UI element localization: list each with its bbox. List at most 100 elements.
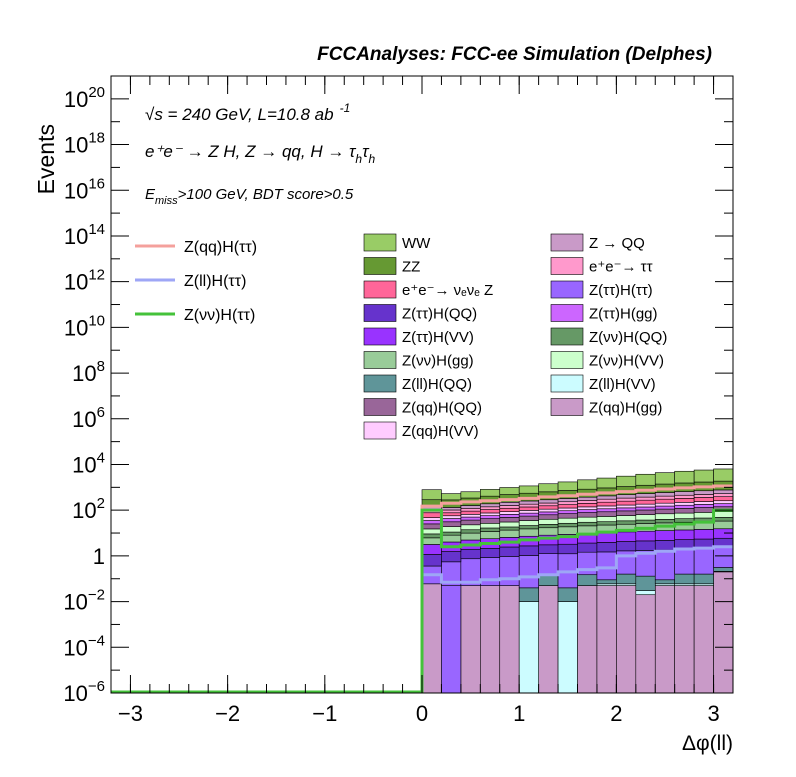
- stack-bar-17-0: [422, 490, 441, 500]
- stack-bar-11-11: [636, 507, 655, 510]
- stack-bar-9-7: [558, 518, 577, 523]
- stack-bar-8-1: [441, 532, 460, 535]
- legend-signal-label: Z(ll)H(ττ): [184, 273, 246, 290]
- y-tick-base: 10: [72, 452, 96, 477]
- stack-bar-4-3: [480, 558, 499, 586]
- stack-bar-11-3: [480, 516, 499, 519]
- stack-bar-15-3: [480, 504, 499, 507]
- stack-bar-0-2: [461, 586, 480, 693]
- stack-bar-10-14: [694, 508, 713, 513]
- stack-bar-7-7: [558, 527, 577, 535]
- legend-bkg-label: Z(νν)H(gg): [402, 353, 474, 370]
- y-tick-base: 10: [64, 315, 88, 340]
- stack-bar-12-11: [636, 504, 655, 507]
- stack-bar-0-11: [636, 595, 655, 693]
- stack-bar-9-2: [461, 525, 480, 530]
- x-tick-label: −2: [215, 701, 240, 726]
- stack-bar-12-9: [597, 506, 616, 509]
- stack-bar-17-7: [558, 482, 577, 491]
- y-axis-label: Events: [33, 124, 59, 194]
- stack-bar-9-3: [480, 523, 499, 528]
- stack-bar-17-10: [616, 476, 635, 486]
- stack-bar-14-3: [480, 507, 499, 510]
- legend-bkg-label: Z(ττ)H(gg): [589, 306, 658, 323]
- legend-bkg-swatch: [551, 352, 583, 369]
- stack-bar-6-0: [422, 544, 441, 554]
- stack-bar-4-13: [675, 549, 694, 574]
- stack-bar-1-5: [519, 602, 538, 693]
- x-tick-label: −1: [312, 701, 337, 726]
- stack-bar-17-6: [539, 484, 558, 492]
- y-tick-exponent: 16: [88, 175, 105, 192]
- stack-bar-14-1: [441, 510, 460, 513]
- stack-bar-7-0: [422, 538, 441, 545]
- y-tick-base: 10: [64, 224, 88, 249]
- stack-bar-3-13: [675, 574, 694, 584]
- stack-bar-3-7: [558, 588, 577, 602]
- legend-bkg-label: Z(qq)H(QQ): [402, 400, 482, 417]
- stack-bar-17-11: [636, 474, 655, 485]
- stack-bar-6-9: [597, 533, 616, 543]
- stack-bar-13-2: [461, 511, 480, 514]
- y-tick-base: 10: [63, 681, 87, 706]
- stack-bar-10-10: [616, 511, 635, 516]
- stack-bar-14-12: [655, 496, 674, 499]
- y-tick-exponent: 8: [97, 358, 105, 375]
- legend-bkg-swatch: [364, 305, 396, 322]
- stack-bar-6-13: [675, 530, 694, 540]
- legend-bkg-label: Z(νν)H(QQ): [589, 329, 667, 346]
- legend-bkg-swatch: [551, 234, 583, 251]
- y-tick-exponent: −6: [88, 678, 105, 695]
- stack-bar-11-8: [578, 510, 597, 513]
- x-tick-label: −3: [118, 701, 143, 726]
- legend-bkg-swatch: [364, 399, 396, 416]
- stack-bar-9-4: [500, 522, 519, 527]
- stack-bar-13-9: [597, 502, 616, 506]
- stack-bar-5-11: [636, 541, 655, 551]
- stack-bar-15-11: [636, 494, 655, 498]
- y-tick-base: 10: [63, 635, 87, 660]
- stack-bar-11-4: [500, 514, 519, 517]
- stack-bar-15-9: [597, 496, 616, 499]
- stack-bar-17-3: [480, 489, 499, 496]
- legend-bkg-label: e⁺e⁻→ νₑνₑ Z: [402, 282, 493, 299]
- stack-bar-5-5: [519, 546, 538, 556]
- stack-bar-14-4: [500, 505, 519, 508]
- stack-bar-11-12: [655, 506, 674, 509]
- stack-bar-13-5: [519, 507, 538, 510]
- stack-bar-7-4: [500, 530, 519, 537]
- legend-bkg-swatch: [364, 281, 396, 298]
- stack-bar-11-14: [694, 504, 713, 507]
- stack-bar-5-2: [461, 549, 480, 558]
- stack-bar-4-9: [597, 552, 616, 580]
- x-tick-label: 1: [513, 701, 525, 726]
- stack-bar-8-5: [519, 526, 538, 529]
- legend-bkg-swatch: [364, 258, 396, 275]
- legend-bkg-swatch: [364, 328, 396, 345]
- stack-bar-14-14: [694, 494, 713, 497]
- stack-bar-15-6: [539, 500, 558, 503]
- stack-bar-5-7: [558, 544, 577, 554]
- stack-bar-17-13: [675, 471, 694, 483]
- stack-bar-14-7: [558, 502, 577, 505]
- legend-bkg-swatch: [551, 399, 583, 416]
- legend-bkg-swatch: [364, 234, 396, 251]
- stack-bar-15-1: [441, 507, 460, 510]
- y-tick-exponent: 6: [97, 404, 105, 421]
- stack-bar-10-4: [500, 517, 519, 522]
- stack-bar-9-10: [616, 516, 635, 521]
- stack-bar-4-4: [500, 556, 519, 585]
- selection-tail: >100 GeV, BDT score>0.5: [178, 186, 354, 203]
- stack-bar-9-9: [597, 516, 616, 521]
- stack-bar-3-11: [636, 576, 655, 591]
- stack-bar-7-1: [441, 535, 460, 542]
- stack-bar-12-10: [616, 505, 635, 508]
- y-tick-exponent: 18: [88, 130, 105, 147]
- stack-bar-3-12: [655, 580, 674, 584]
- stack-bar-5-0: [422, 554, 441, 566]
- stack-bar-17-9: [597, 478, 616, 488]
- stack-bar-0-12: [655, 586, 674, 693]
- legend-bkg-label: ZZ: [402, 259, 420, 276]
- stack-bar-14-13: [675, 495, 694, 498]
- stack-bar-15-10: [616, 495, 635, 498]
